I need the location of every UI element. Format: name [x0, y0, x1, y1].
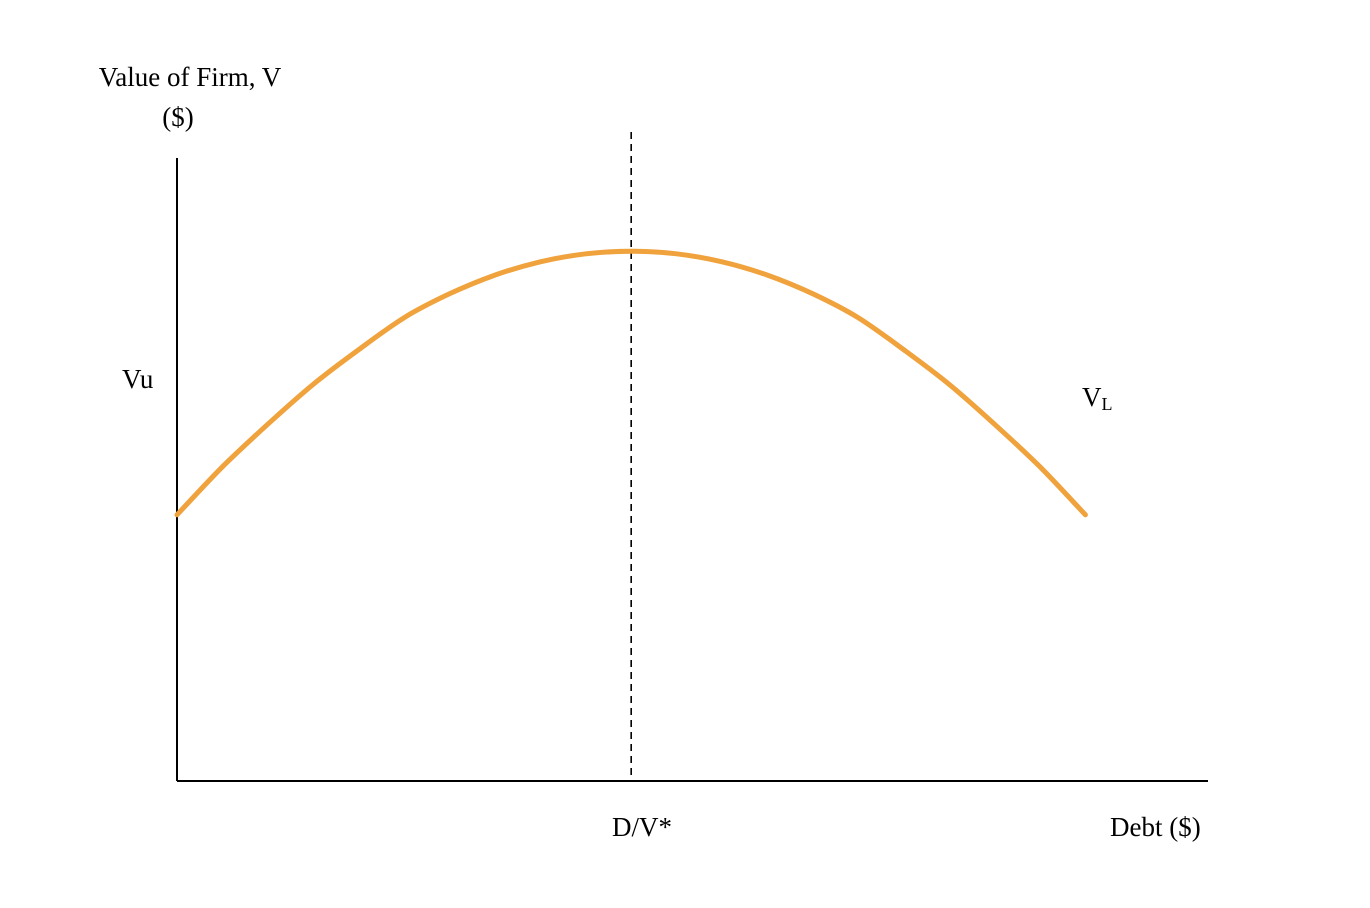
series-label-vl-sub: L	[1101, 394, 1113, 414]
series-label-vl-main: V	[1082, 382, 1102, 412]
series-label-vl: VL	[1082, 382, 1113, 414]
y-axis-unit-label: ($)	[162, 102, 194, 132]
optimal-debt-ratio-label: D/V*	[612, 812, 672, 842]
unlevered-value-label: Vu	[122, 364, 154, 394]
x-axis-label: Debt ($)	[1110, 812, 1201, 842]
y-axis-label: Value of Firm, V	[98, 62, 282, 92]
series-line-vl	[174, 248, 1088, 518]
